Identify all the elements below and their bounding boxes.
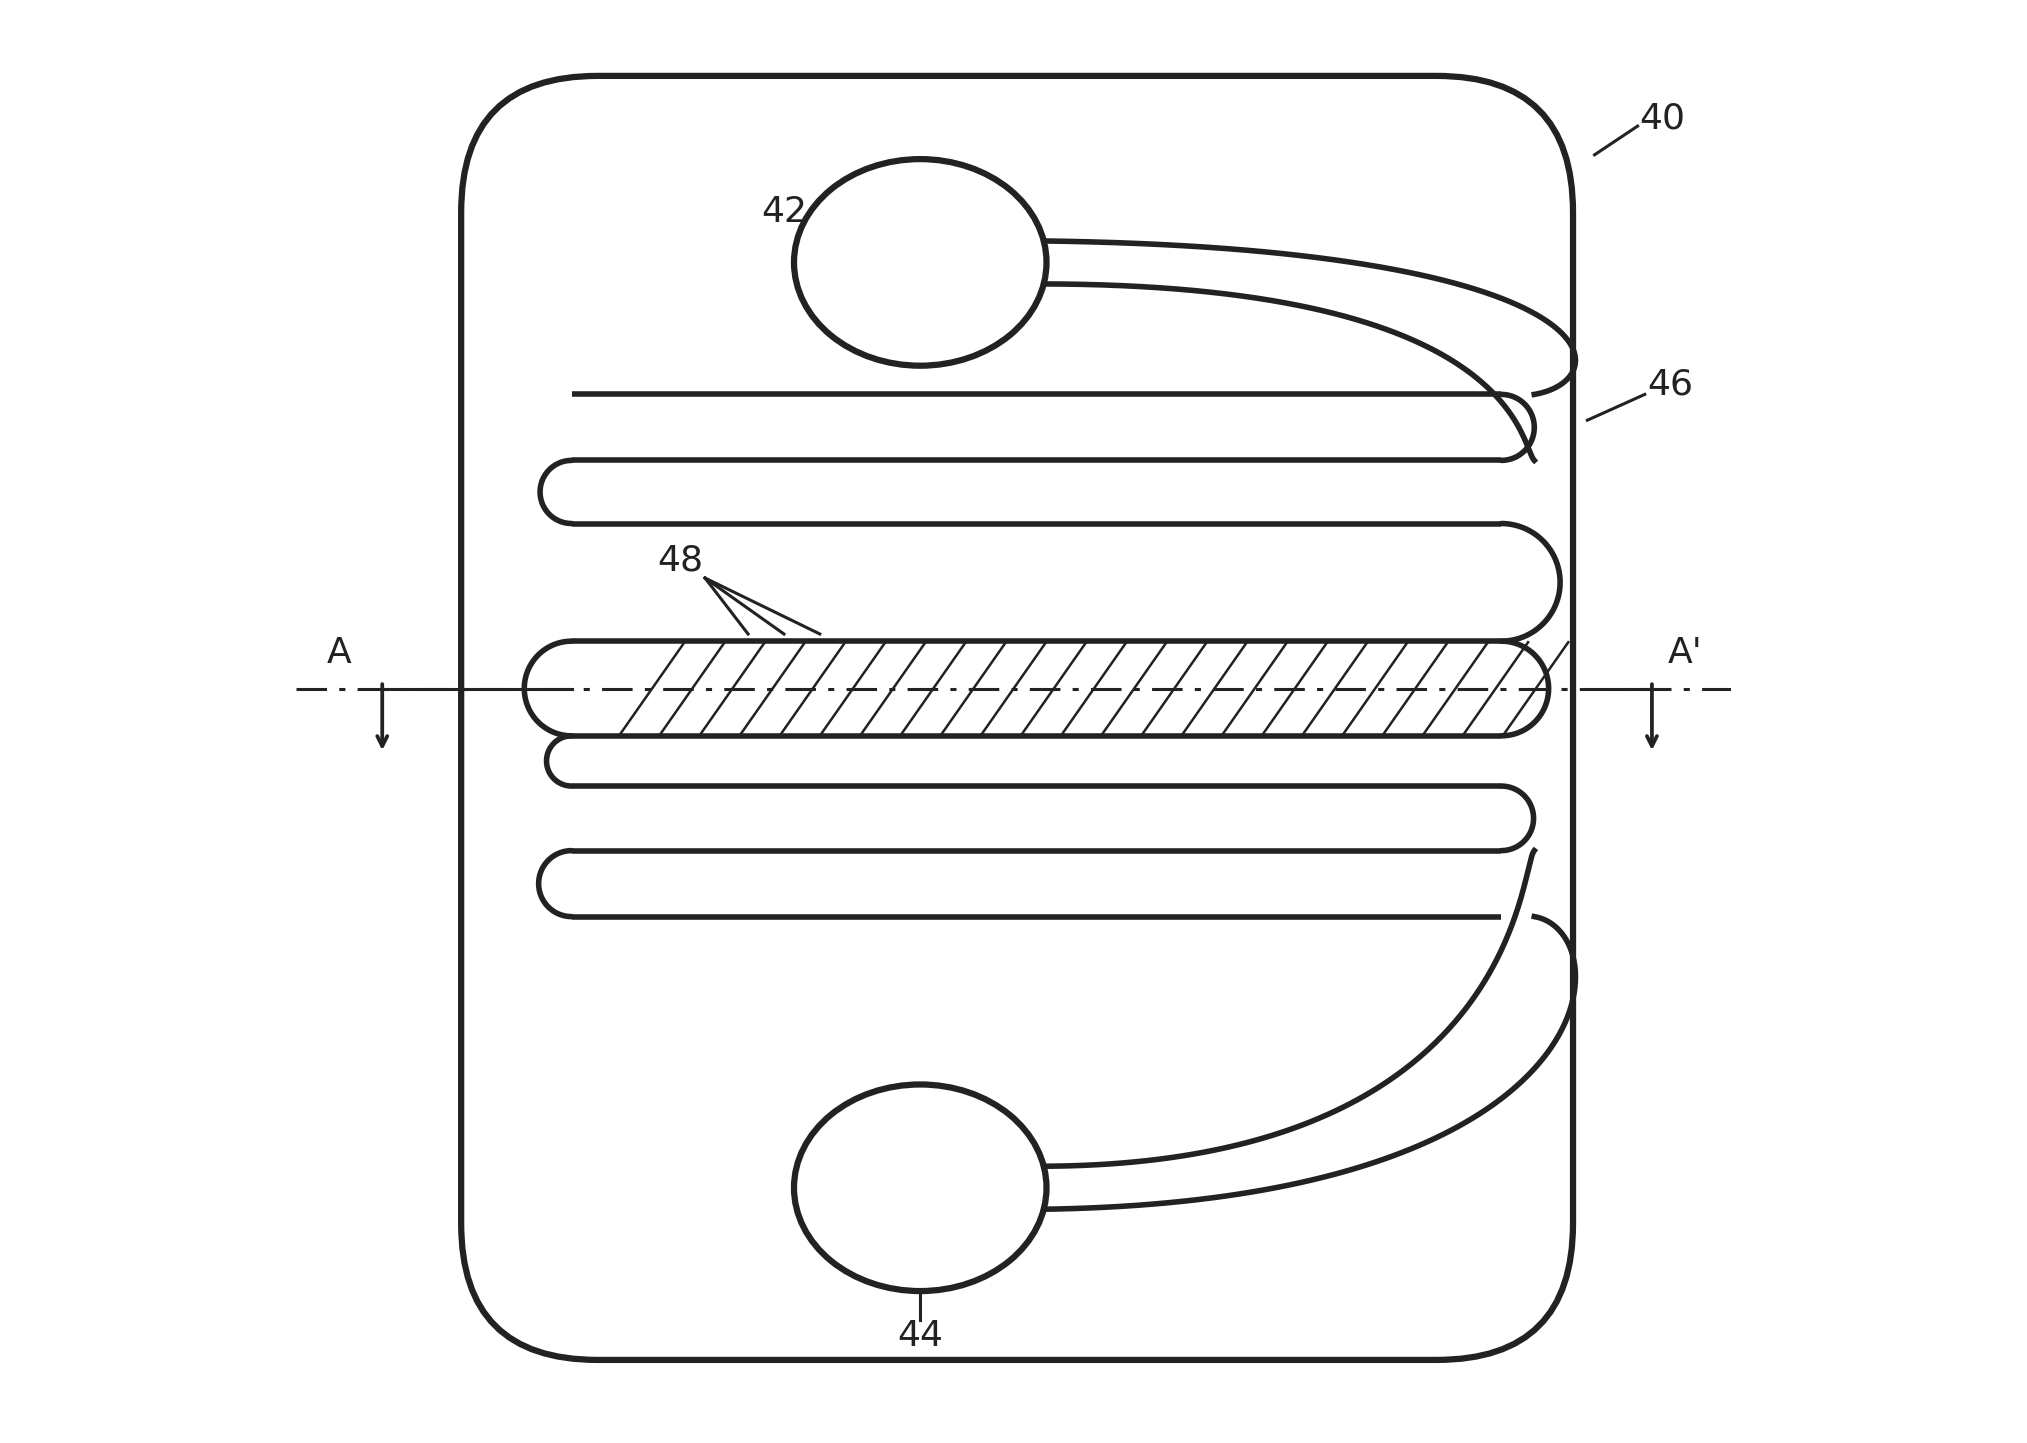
Ellipse shape xyxy=(795,159,1046,365)
FancyBboxPatch shape xyxy=(462,76,1573,1359)
Text: A': A' xyxy=(1668,635,1703,670)
Text: A: A xyxy=(326,635,351,670)
Text: 42: 42 xyxy=(760,195,807,229)
Ellipse shape xyxy=(795,1085,1046,1291)
Text: 44: 44 xyxy=(898,1319,943,1352)
Text: 46: 46 xyxy=(1648,368,1695,401)
Text: 40: 40 xyxy=(1640,102,1684,136)
Text: 48: 48 xyxy=(657,544,703,577)
